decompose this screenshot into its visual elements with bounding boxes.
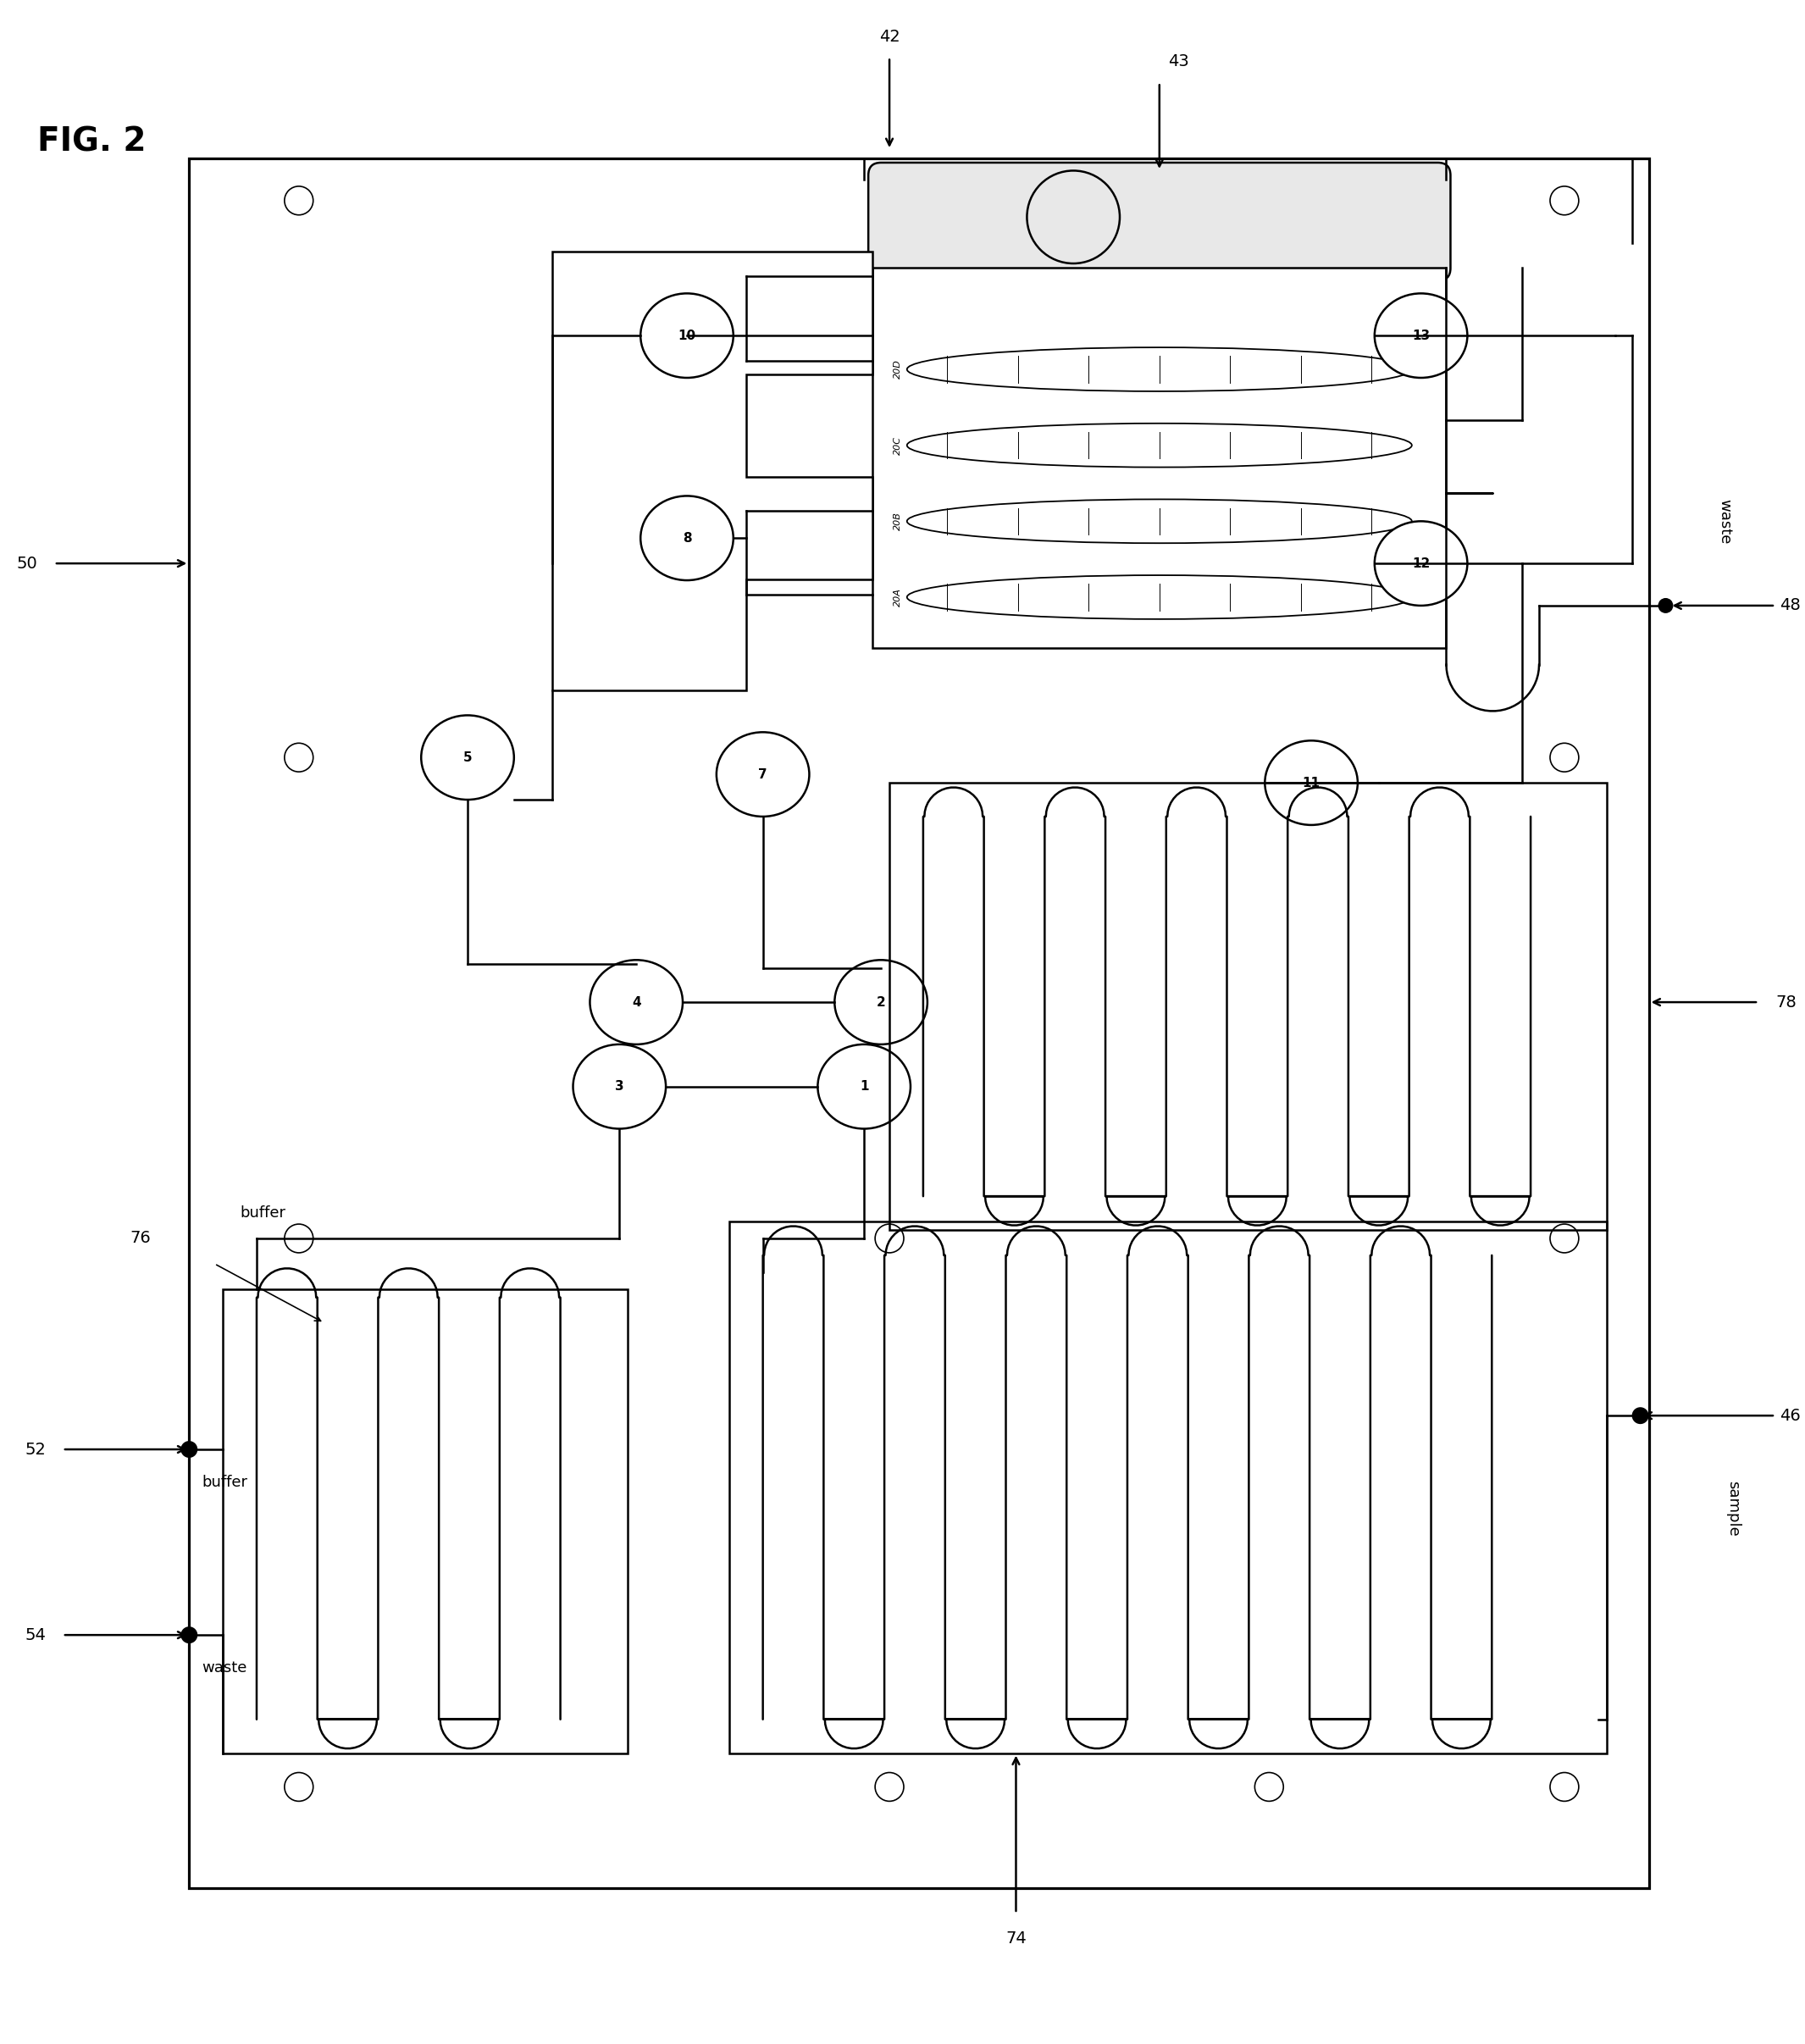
Text: 20C: 20C [893, 435, 902, 454]
Text: 7: 7 [758, 769, 767, 781]
Text: 76: 76 [130, 1230, 152, 1247]
Ellipse shape [590, 961, 682, 1044]
Ellipse shape [906, 423, 1412, 468]
Text: 4: 4 [632, 995, 641, 1008]
Circle shape [180, 1441, 197, 1457]
Circle shape [180, 1627, 197, 1643]
Ellipse shape [1375, 294, 1467, 378]
Text: buffer: buffer [240, 1206, 285, 1220]
Bar [190, 157, 1648, 1889]
Text: 2: 2 [877, 995, 886, 1008]
Text: 12: 12 [1412, 558, 1430, 570]
Ellipse shape [834, 961, 928, 1044]
Circle shape [1632, 1406, 1648, 1425]
Text: 78: 78 [1776, 993, 1796, 1010]
Text: 52: 52 [25, 1441, 45, 1457]
Text: 74: 74 [1005, 1930, 1027, 1946]
Ellipse shape [641, 497, 733, 580]
Text: 20B: 20B [893, 511, 902, 531]
Text: 46: 46 [1780, 1408, 1801, 1425]
Text: 48: 48 [1780, 597, 1801, 613]
Text: 43: 43 [1168, 53, 1189, 69]
Bar [872, 268, 1446, 648]
Text: sample: sample [1726, 1480, 1740, 1537]
Text: FIG. 2: FIG. 2 [38, 125, 146, 157]
Text: 54: 54 [25, 1627, 45, 1643]
FancyBboxPatch shape [868, 164, 1451, 280]
Circle shape [1659, 599, 1673, 613]
Bar [222, 1290, 628, 1754]
Text: 8: 8 [682, 531, 691, 544]
Ellipse shape [572, 1044, 666, 1128]
Ellipse shape [906, 499, 1412, 544]
Text: 42: 42 [879, 29, 901, 45]
Text: 50: 50 [16, 556, 38, 572]
Ellipse shape [421, 715, 514, 799]
Ellipse shape [717, 732, 809, 816]
Text: 3: 3 [616, 1079, 625, 1094]
Text: 13: 13 [1412, 329, 1430, 341]
Text: waste: waste [1717, 499, 1733, 544]
Text: 20D: 20D [893, 360, 902, 378]
Ellipse shape [1265, 740, 1357, 826]
Text: 11: 11 [1303, 777, 1319, 789]
Ellipse shape [906, 347, 1412, 390]
Ellipse shape [641, 294, 733, 378]
Ellipse shape [906, 574, 1412, 619]
Text: 1: 1 [859, 1079, 868, 1094]
Bar [729, 1222, 1606, 1754]
Ellipse shape [1375, 521, 1467, 605]
Text: buffer: buffer [202, 1474, 247, 1490]
Bar [890, 783, 1606, 1230]
Polygon shape [552, 251, 872, 691]
Text: waste: waste [202, 1660, 247, 1676]
Text: 10: 10 [679, 329, 697, 341]
Ellipse shape [818, 1044, 910, 1128]
Text: 5: 5 [464, 750, 473, 764]
Text: 20A: 20A [893, 589, 902, 607]
